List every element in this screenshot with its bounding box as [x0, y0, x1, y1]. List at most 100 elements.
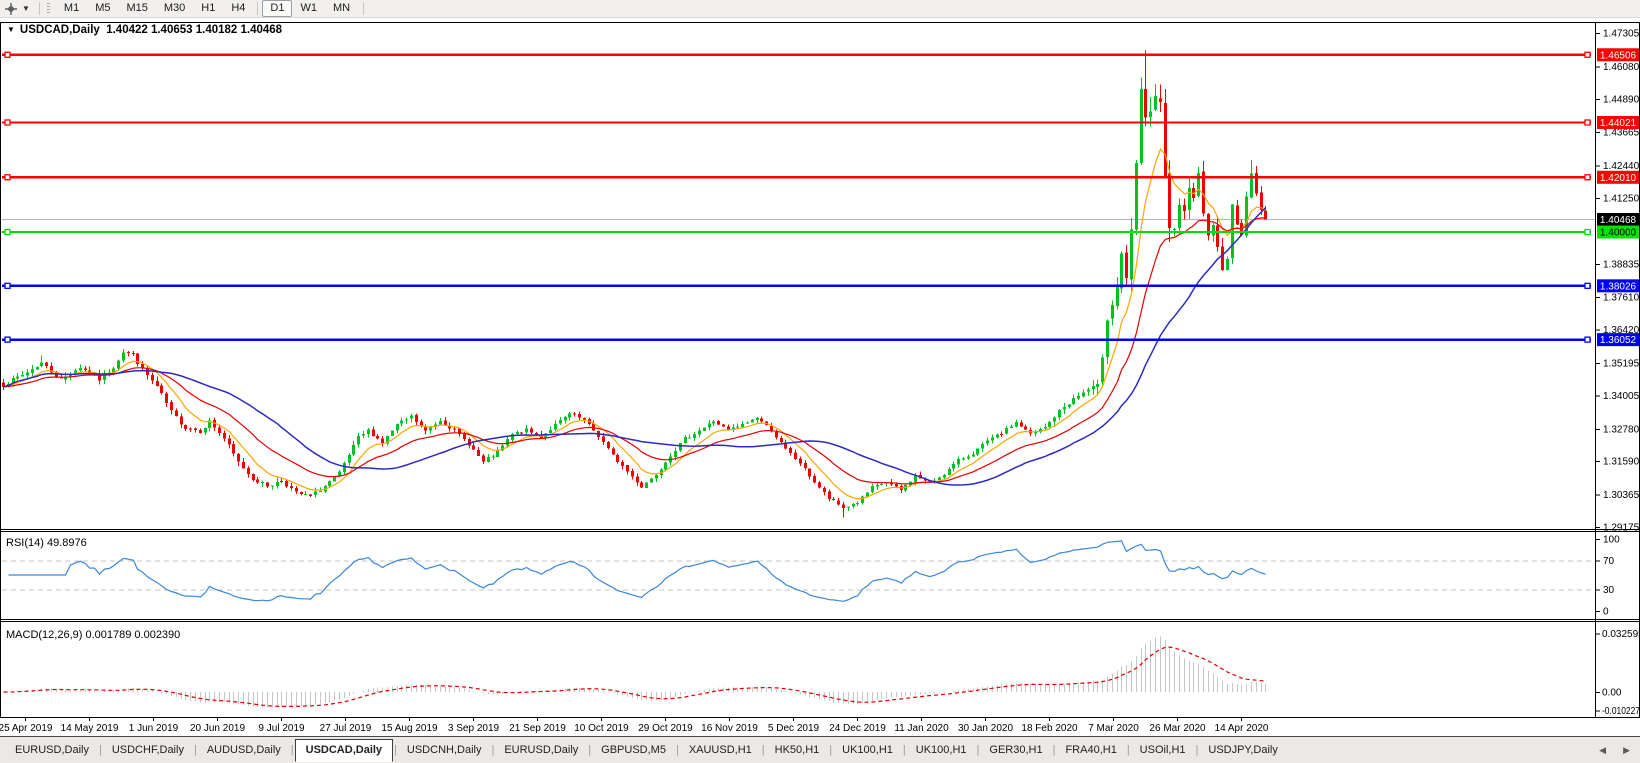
tab-separator: |	[290, 744, 294, 756]
hline-1-44021-label: 1.44021	[1600, 118, 1637, 129]
hline-1-38026-handle[interactable]	[4, 282, 11, 289]
price-axis-tick: 1.38835	[1603, 259, 1640, 270]
ma-slow-line[interactable]	[3, 207, 1267, 486]
chart-tab-usoil-h1[interactable]: USOil,H1	[1139, 743, 1186, 756]
hline-1-36052-handle[interactable]	[1584, 336, 1591, 343]
chart-collapse-icon[interactable]: ▼	[7, 25, 15, 34]
tab-separator: |	[193, 744, 197, 756]
time-axis-label: 9 Jul 2019	[258, 723, 305, 734]
macd-axis-tick: 0.00	[1602, 688, 1622, 699]
bid-price-label: 1.40468	[1600, 215, 1637, 226]
tab-scroll-arrows: ◀ ▶	[1599, 745, 1640, 756]
chart-tab-audusd-daily[interactable]: AUDUSD,Daily	[206, 743, 281, 756]
chart-title: ▼ USDCAD,Daily 1.40422 1.40653 1.40182 1.…	[7, 24, 282, 36]
chart-tab-uk100-h1[interactable]: UK100,H1	[915, 743, 967, 756]
tab-separator: |	[761, 744, 765, 756]
timeframe-button-d1[interactable]: D1	[262, 0, 293, 17]
chart-tab-uk100-h1[interactable]: UK100,H1	[842, 743, 893, 756]
chart-window: 1.47305 1.46080 1.44890 1.43665 1.42440 1.412…	[0, 18, 1640, 736]
price-axis[interactable]	[1595, 22, 1640, 717]
timeframe-buttons: M1 M5 M15 M30 H1 H4 D1 W1 MN	[56, 0, 358, 17]
tabs-scroll-right-icon[interactable]: ▶	[1623, 744, 1630, 755]
time-axis-label: 24 Dec 2019	[829, 723, 886, 734]
hline-1-44021-handle[interactable]	[4, 119, 11, 126]
timeframe-button-m5[interactable]: M5	[95, 2, 111, 14]
macd-indicator-label: MACD(12,26,9) 0.001789 0.002390	[6, 629, 181, 641]
hline-1-40000-box	[1597, 225, 1639, 239]
hline-1-36052-handle[interactable]	[4, 336, 11, 343]
hline-1-36052-label: 1.36052	[1600, 335, 1637, 346]
time-axis[interactable]	[0, 718, 1640, 736]
rsi-line[interactable]	[8, 540, 1266, 602]
tab-separator: |	[394, 744, 397, 756]
tab-separator: |	[588, 744, 592, 756]
timeframe-button-h1[interactable]: H1	[201, 2, 216, 14]
price-axis-tick: 1.34005	[1603, 391, 1640, 402]
toolbar-separator	[38, 2, 40, 15]
tab-separator: |	[829, 744, 833, 756]
chart-tab-eurusd-daily[interactable]: EURUSD,Daily	[504, 743, 579, 756]
chart-tab-eurusd-daily[interactable]: EURUSD,Daily	[15, 743, 89, 756]
candlesticks	[2, 50, 1267, 518]
price-axis-tick: 1.43665	[1603, 128, 1640, 139]
toolbar-grip-handle[interactable]	[46, 2, 50, 15]
time-axis-label: 11 Jan 2020	[894, 723, 949, 734]
chart-ohlc-values: 1.40422 1.40653 1.40182 1.40468	[106, 24, 283, 36]
chart-symbol-label: USDCAD,Daily	[19, 24, 100, 36]
hline-1-42010-box	[1597, 170, 1639, 184]
timeframe-button-m30[interactable]: M30	[163, 2, 186, 14]
time-axis-background	[0, 718, 1640, 736]
time-axis-label: 3 Sep 2019	[448, 723, 500, 734]
timeframe-button-m15[interactable]: M15	[126, 2, 148, 14]
chart-tab-usdcnh-daily[interactable]: USDCNH,Daily	[406, 743, 482, 756]
time-axis-label: 27 Jul 2019	[320, 723, 372, 734]
hline-1-46506-handle[interactable]	[4, 51, 11, 58]
hline-1-40000-handle[interactable]	[1584, 228, 1591, 236]
chart-tab-fra40-h1[interactable]: FRA40,H1	[1065, 743, 1117, 756]
hline-1-40000-handle[interactable]	[4, 228, 11, 236]
price-axis-background	[1596, 22, 1640, 717]
chart-tab-hk50-h1[interactable]: HK50,H1	[774, 743, 820, 756]
chart-tab-usdchf-daily[interactable]: USDCHF,Daily	[111, 743, 184, 756]
tool-dropdown-caret-icon[interactable]: ▼	[22, 4, 30, 13]
timeframe-button-mn[interactable]: MN	[332, 2, 351, 14]
chart-tabs: EURUSD,Daily | USDCHF,Daily | AUDUSD,Daily | U…	[6, 738, 1287, 762]
tab-separator: |	[1052, 744, 1056, 756]
chart-tab-xauusd-h1[interactable]: XAUUSD,H1	[688, 743, 752, 756]
time-axis-label: 10 Oct 2019	[574, 723, 629, 734]
tab-separator: |	[1195, 744, 1199, 756]
hline-1-46506-label: 1.46506	[1600, 50, 1637, 61]
timeframe-button-w1[interactable]: W1	[300, 2, 317, 14]
toolbar-separator	[363, 2, 365, 15]
chart-canvas[interactable]: 1.47305 1.46080 1.44890 1.43665 1.42440 1.412…	[0, 18, 1640, 736]
macd-signal-line[interactable]	[3, 646, 1266, 708]
hline-1-46506-handle[interactable]	[1584, 51, 1591, 58]
tabs-scroll-left-icon[interactable]: ◀	[1599, 744, 1607, 755]
hline-1-44021-handle[interactable]	[1584, 119, 1591, 126]
hline-1-42010-handle[interactable]	[4, 174, 11, 181]
macd-panel-divider-handle[interactable]	[0, 617, 1640, 625]
price-axis-tick: 1.36420	[1603, 325, 1640, 336]
ma-mid-line[interactable]	[3, 217, 1266, 485]
chart-tab-gbpusd-m5[interactable]: GBPUSD,M5	[601, 743, 666, 756]
time-axis-label: 18 Feb 2020	[1021, 723, 1078, 734]
chart-tab-usdcad-daily[interactable]: USDCAD,Daily	[294, 738, 394, 762]
crosshair-icon[interactable]	[2, 2, 20, 16]
rsi-panel-divider-handle[interactable]	[0, 527, 1640, 535]
hline-1-38026-handle[interactable]	[1584, 282, 1591, 289]
time-axis-label: 14 Apr 2020	[1215, 723, 1269, 734]
ma-fast-line[interactable]	[3, 147, 1266, 500]
chart-tab-ger30-h1[interactable]: GER30,H1	[989, 743, 1043, 756]
rsi-axis-tick: 0	[1603, 607, 1609, 618]
hline-1-42010-handle[interactable]	[1584, 174, 1591, 181]
price-axis-tick: 1.29175	[1603, 523, 1640, 534]
timeframe-button-m1[interactable]: M1	[63, 2, 80, 14]
time-axis-label: 15 Aug 2019	[381, 723, 438, 734]
time-axis-label: 20 Jun 2019	[190, 723, 245, 734]
tab-separator: |	[675, 744, 679, 756]
tab-separator: |	[1126, 744, 1130, 756]
chart-tab-usdjpy-daily[interactable]: USDJPY,Daily	[1208, 743, 1278, 756]
price-axis-tick: 1.32780	[1603, 424, 1640, 435]
timeframe-button-h4[interactable]: H4	[231, 2, 246, 14]
timeframe-toolbar: ▼ M1 M5 M15 M30 H1 H4 D1 W1 MN	[0, 0, 1640, 18]
